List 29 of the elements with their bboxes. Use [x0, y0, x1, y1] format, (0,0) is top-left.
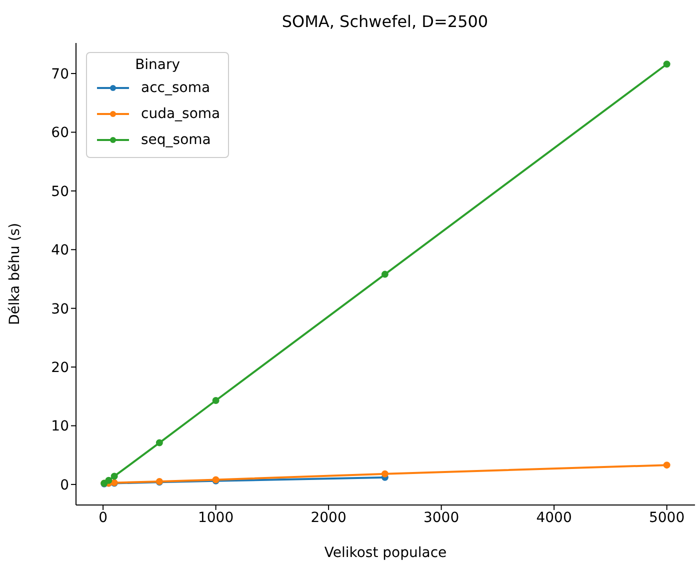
- y-tick-label: 50: [51, 184, 69, 200]
- y-axis-title: Délka běhu (s): [6, 222, 23, 326]
- legend-label: acc_soma: [141, 80, 210, 96]
- y-tick-label: 40: [51, 242, 69, 259]
- x-tick-label: 4000: [536, 510, 572, 526]
- y-tick-label: 0: [60, 477, 69, 494]
- x-tick-label: 5000: [648, 510, 685, 526]
- legend-title: Binary: [134, 57, 182, 73]
- y-tick-label: 60: [51, 125, 69, 142]
- x-tick-label: 1000: [198, 510, 234, 526]
- point: [663, 60, 670, 68]
- x-tick-label: 3000: [423, 510, 460, 526]
- point: [110, 472, 118, 480]
- point: [381, 270, 388, 278]
- point: [105, 476, 112, 484]
- chart-title: SOMA, Schwefel, D=2500: [282, 12, 488, 31]
- x-tick-label: 0: [98, 510, 108, 526]
- y-tick-label: 70: [51, 66, 69, 82]
- x-tick-label: 2000: [310, 510, 346, 526]
- point: [212, 397, 220, 404]
- legend-label: cuda_soma: [141, 106, 220, 122]
- y-tick-label: 20: [51, 360, 69, 376]
- x-axis-title: Velikost populace: [324, 545, 447, 561]
- point: [663, 462, 670, 469]
- y-tick-label: 10: [51, 418, 69, 435]
- legend-label: seq_soma: [141, 132, 211, 148]
- y-tick-label: 30: [51, 301, 69, 318]
- point: [156, 439, 163, 446]
- point: [381, 470, 388, 478]
